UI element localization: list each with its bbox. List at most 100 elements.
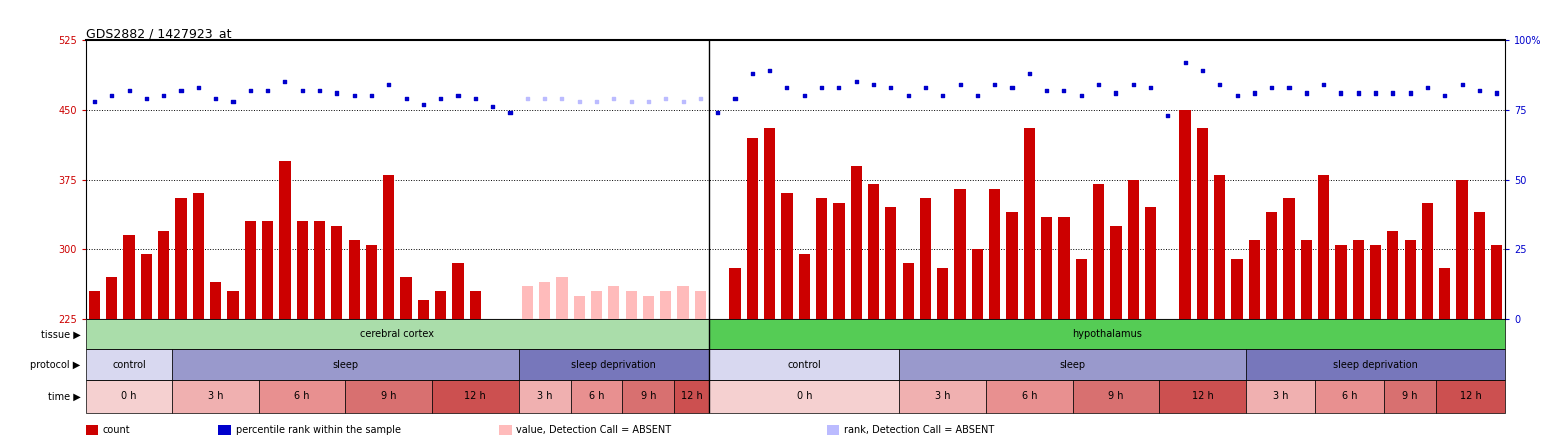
Bar [86,319,710,349]
Bar [986,380,1073,413]
Text: hypothalamus: hypothalamus [1072,329,1142,339]
Bar [1214,175,1225,444]
Bar [799,254,810,444]
Bar [518,380,571,413]
Point [1017,70,1042,77]
Text: value, Detection Call = ABSENT: value, Detection Call = ABSENT [516,425,671,435]
Text: 3 h: 3 h [537,392,552,401]
Bar [955,189,966,444]
Bar [710,349,900,380]
Bar [972,249,983,444]
Bar [86,380,172,413]
Point [739,70,764,77]
Point [1415,84,1440,91]
Bar [900,380,986,413]
Bar [140,254,151,444]
Point [1139,84,1164,91]
Bar [833,203,844,444]
Bar [314,222,324,444]
Point [359,92,384,99]
Point [134,95,159,102]
Bar [557,277,568,444]
Point [342,92,367,99]
Bar [674,380,710,413]
Text: 6 h: 6 h [1022,392,1037,401]
Bar [86,349,172,380]
Bar [710,380,900,413]
Bar [885,207,897,444]
Point [1051,87,1076,94]
Point [654,95,679,102]
Bar [608,286,619,444]
Bar [1370,245,1381,444]
Point [1034,87,1059,94]
Point [515,95,540,102]
Bar [1076,258,1087,444]
Bar [1301,240,1312,444]
Point [117,87,142,94]
Point [705,109,730,116]
Bar [211,282,222,444]
Text: 12 h: 12 h [1460,392,1482,401]
Point [1466,87,1491,94]
Bar [228,291,239,444]
Point [861,81,886,88]
Bar [418,301,429,444]
Point [1173,59,1198,66]
Bar [1440,268,1451,444]
Point [792,92,817,99]
Text: 0 h: 0 h [122,392,137,401]
Bar [175,198,187,444]
Point [1381,89,1406,96]
Point [601,95,626,102]
Bar [1231,258,1243,444]
Bar [504,329,515,444]
Bar [435,291,446,444]
Point [1242,89,1267,96]
Text: control: control [788,360,821,370]
Bar [1491,245,1502,444]
Point [1190,67,1215,74]
Bar [1315,380,1384,413]
Bar [1246,380,1315,413]
Point [757,67,782,74]
Text: tissue ▶: tissue ▶ [41,329,81,339]
Bar [1094,184,1104,444]
Bar [1159,380,1246,413]
Point [1484,89,1509,96]
Bar [1023,128,1034,444]
Point [1225,92,1250,99]
Point [427,95,452,102]
Bar [591,291,602,444]
Bar [348,240,360,444]
Text: 12 h: 12 h [680,392,702,401]
Point [290,87,315,94]
Text: 12 h: 12 h [1192,392,1214,401]
Point [930,92,955,99]
Bar [1437,380,1505,413]
Bar [89,291,100,444]
Bar [1335,245,1346,444]
Text: 12 h: 12 h [465,392,487,401]
Point [256,87,281,94]
Point [1310,81,1335,88]
Bar [710,319,1505,349]
Bar [782,194,792,444]
Bar [1248,240,1260,444]
Point [1000,84,1025,91]
Bar [470,291,480,444]
Bar [626,291,636,444]
Point [1293,89,1318,96]
Point [1432,92,1457,99]
Bar [1246,349,1505,380]
Text: 3 h: 3 h [207,392,223,401]
Point [810,84,835,91]
Bar [384,175,395,444]
Bar [764,128,775,444]
Point [1329,89,1354,96]
Point [376,81,401,88]
Point [549,95,574,102]
Text: 9 h: 9 h [1402,392,1418,401]
Text: 6 h: 6 h [588,392,604,401]
Text: 6 h: 6 h [295,392,310,401]
